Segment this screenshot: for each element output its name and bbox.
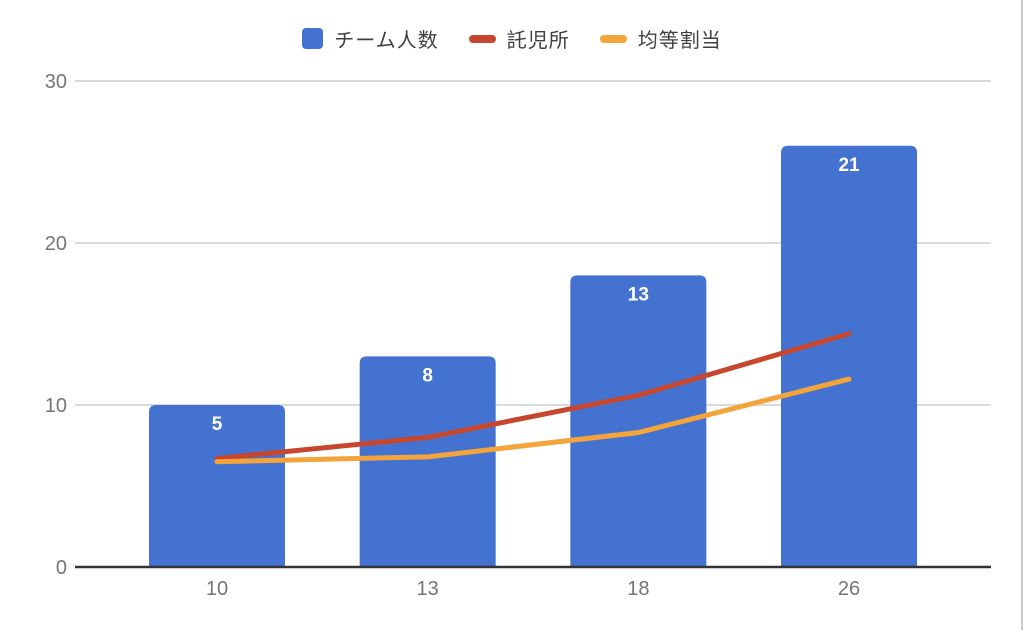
y-tick-label-10: 10 [45,395,67,417]
y-tick-label-20: 20 [45,233,67,255]
y-tick-label-30: 30 [45,71,67,93]
x-category-label-13: 13 [417,578,439,600]
x-category-label-26: 26 [838,578,860,600]
bar-data-label-13: 13 [628,284,649,305]
bar-team-size-13 [359,356,496,567]
bar-data-label-21: 21 [838,155,860,176]
window-edge [1021,0,1023,630]
line-equal-allocation [214,376,852,465]
bar-data-label-5: 5 [212,414,223,435]
bar-team-size-10 [149,405,285,567]
x-category-label-18: 18 [627,578,649,600]
y-tick-label-0: 0 [56,557,67,579]
line-daycare [214,331,852,461]
bar-team-size-18 [570,275,707,567]
bar-data-label-8: 8 [422,365,433,386]
bar-team-size-26 [781,145,918,568]
x-category-label-10: 10 [206,578,228,600]
